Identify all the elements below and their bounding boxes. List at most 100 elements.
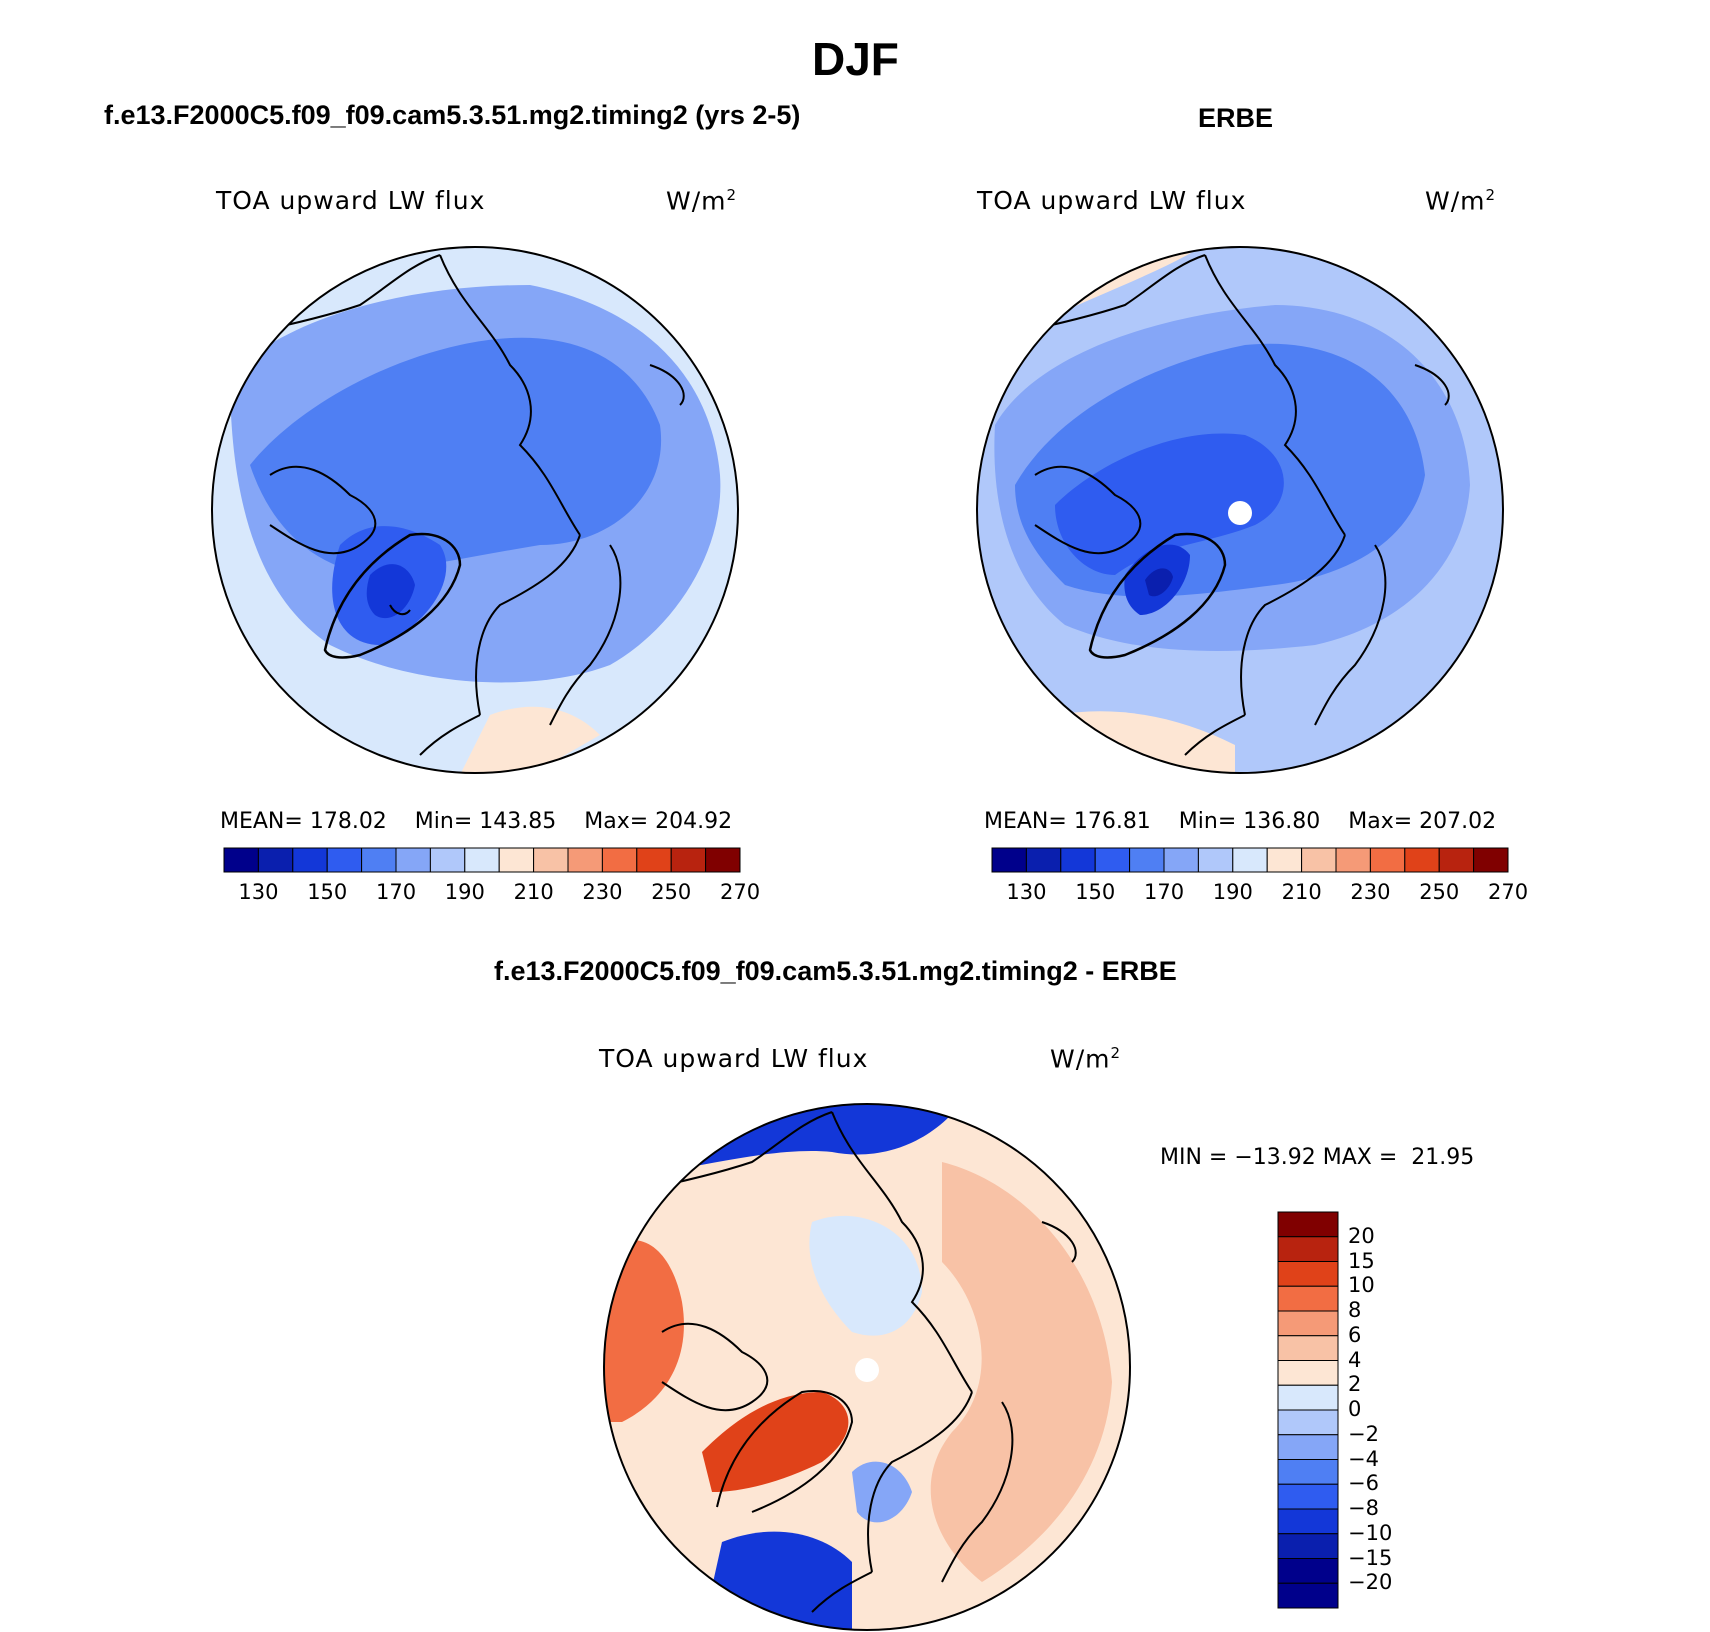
diff-colorbar-box xyxy=(1277,1533,1339,1559)
diff-colorbar-box xyxy=(1277,1236,1339,1262)
model-max-label: Max= xyxy=(584,809,649,834)
obs-units-exponent: 2 xyxy=(1485,186,1497,204)
diff-field-pos-left xyxy=(604,1240,684,1422)
diff-colorbar-tick-label: 4 xyxy=(1348,1347,1362,1372)
diff-colorbar-tick-label: −15 xyxy=(1348,1545,1393,1570)
model-colorbar-box xyxy=(429,847,466,873)
diff-colorbar-box xyxy=(1277,1558,1339,1584)
season-title: DJF xyxy=(812,33,899,85)
obs-colorbar-box xyxy=(1094,847,1131,873)
model-colorbar-box xyxy=(705,847,741,873)
obs-panel-title: ERBE xyxy=(1198,103,1274,133)
obs-colorbar-box xyxy=(1404,847,1440,873)
obs-colorbar-tick-label: 230 xyxy=(1350,880,1391,904)
model-stats: MEAN= 178.02 Min= 143.85 Max= 204.92 xyxy=(220,809,732,834)
obs-mean-value: 176.81 xyxy=(1073,809,1151,834)
model-mean-label: MEAN= xyxy=(220,809,303,834)
model-field-160 xyxy=(250,337,662,575)
obs-variable-label: TOA upward LW flux xyxy=(977,186,1247,215)
model-colorbar xyxy=(223,847,741,873)
model-variable-label: TOA upward LW flux xyxy=(216,186,486,215)
obs-colorbar-tick-label: 150 xyxy=(1075,880,1116,904)
model-colorbar-box xyxy=(326,847,363,873)
diff-colorbar-box xyxy=(1277,1483,1339,1510)
model-colorbar-box xyxy=(601,847,638,873)
diff-pole-hole xyxy=(855,1358,879,1382)
diff-field-pos-2 xyxy=(930,1162,1112,1582)
diff-minmax-text: MIN = −13.92 MAX = 21.95 xyxy=(1160,1145,1475,1170)
model-colorbar-tick-label: 230 xyxy=(582,880,623,904)
diff-polar-map xyxy=(603,1103,1131,1631)
diff-variable-label: TOA upward LW flux xyxy=(599,1044,869,1073)
obs-colorbar-box xyxy=(1025,847,1062,873)
diff-colorbar-tick-label: 8 xyxy=(1348,1298,1362,1322)
diff-colorbar-box xyxy=(1277,1459,1339,1485)
model-field-warm xyxy=(460,706,600,773)
obs-field-150 xyxy=(1055,433,1284,575)
model-colorbar-tick-label: 170 xyxy=(376,880,417,904)
diff-colorbar-tick-label: 15 xyxy=(1348,1248,1375,1273)
obs-min-value: 136.80 xyxy=(1243,809,1321,834)
diff-colorbar-box xyxy=(1277,1360,1339,1386)
diff-colorbar-tick-label: 2 xyxy=(1348,1372,1362,1397)
obs-colorbar-box xyxy=(991,847,1027,873)
model-colorbar-box xyxy=(257,847,294,873)
diff-colorbar-tick-label: 0 xyxy=(1348,1397,1362,1421)
diff-colorbar-tick-label: −2 xyxy=(1348,1421,1379,1446)
diff-colorbar-box xyxy=(1277,1261,1339,1287)
diff-colorbar-box xyxy=(1277,1335,1339,1361)
obs-units-label: W/m2 xyxy=(1425,186,1497,216)
obs-mean-label: MEAN= xyxy=(984,809,1067,834)
diff-colorbar-tick-label: −8 xyxy=(1348,1496,1379,1520)
diff-colorbar-tick-label: −6 xyxy=(1348,1471,1379,1496)
obs-max-value: 207.02 xyxy=(1419,809,1497,834)
model-colorbar-tick-label: 250 xyxy=(651,880,692,904)
diff-colorbar-box xyxy=(1277,1310,1339,1337)
obs-map-border xyxy=(976,246,1504,774)
model-colorbar-tick-label: 130 xyxy=(238,880,279,904)
obs-colorbar-box xyxy=(1335,847,1371,873)
obs-colorbar-box xyxy=(1129,847,1165,873)
obs-colorbar-box xyxy=(1438,847,1475,873)
diff-units-exponent: 2 xyxy=(1110,1044,1122,1062)
obs-min-label: Min= xyxy=(1178,809,1237,834)
obs-colorbar-tick-label: 170 xyxy=(1144,880,1185,904)
diff-colorbar-tick-label: 20 xyxy=(1348,1223,1375,1248)
diff-colorbar-box xyxy=(1277,1582,1339,1609)
diff-colorbar-box xyxy=(1277,1409,1339,1436)
diff-panel-title: f.e13.F2000C5.f09_f09.cam5.3.51.mg2.timi… xyxy=(494,956,1177,986)
model-panel-title: f.e13.F2000C5.f09_f09.cam5.3.51.mg2.timi… xyxy=(104,100,801,130)
model-mean-value: 178.02 xyxy=(309,809,387,834)
obs-colorbar-box xyxy=(1369,847,1406,873)
model-units-exponent: 2 xyxy=(726,186,738,204)
diff-colorbar-box xyxy=(1277,1508,1339,1535)
diff-colorbar-tick-label: −20 xyxy=(1348,1570,1393,1595)
model-greenland-coast xyxy=(323,532,462,659)
model-colorbar-box xyxy=(361,847,397,873)
obs-max-label: Max= xyxy=(1348,809,1413,834)
model-colorbar-tick-label: 190 xyxy=(444,880,485,904)
model-colorbar-tick-label: 210 xyxy=(513,880,554,904)
obs-colorbar-box xyxy=(1232,847,1268,873)
diff-field-pos-greenland xyxy=(702,1392,849,1492)
model-polar-map xyxy=(211,246,739,774)
model-colorbar-box xyxy=(292,847,328,873)
obs-colorbar-box xyxy=(1266,847,1303,873)
model-colorbar-box xyxy=(464,847,500,873)
diff-field-neg-scand xyxy=(852,1461,912,1523)
diff-colorbar-tick-label: 6 xyxy=(1348,1322,1362,1347)
obs-colorbar-box xyxy=(1060,847,1096,873)
model-units-label: W/m2 xyxy=(666,186,738,216)
diff-colorbar-tick-label: −10 xyxy=(1348,1520,1393,1545)
diff-field-neg-bottom xyxy=(702,1531,852,1630)
model-map-border xyxy=(211,246,739,774)
diff-colorbar-box xyxy=(1277,1384,1339,1411)
obs-colorbar-box xyxy=(1473,847,1509,873)
obs-colorbar-tick-label: 190 xyxy=(1212,880,1253,904)
model-min-label: Min= xyxy=(414,809,473,834)
model-colorbar-box xyxy=(567,847,603,873)
model-max-value: 204.92 xyxy=(655,809,733,834)
obs-colorbar-tick-label: 130 xyxy=(1006,880,1047,904)
model-colorbar-box xyxy=(395,847,431,873)
model-colorbar-tick-label: 150 xyxy=(307,880,348,904)
